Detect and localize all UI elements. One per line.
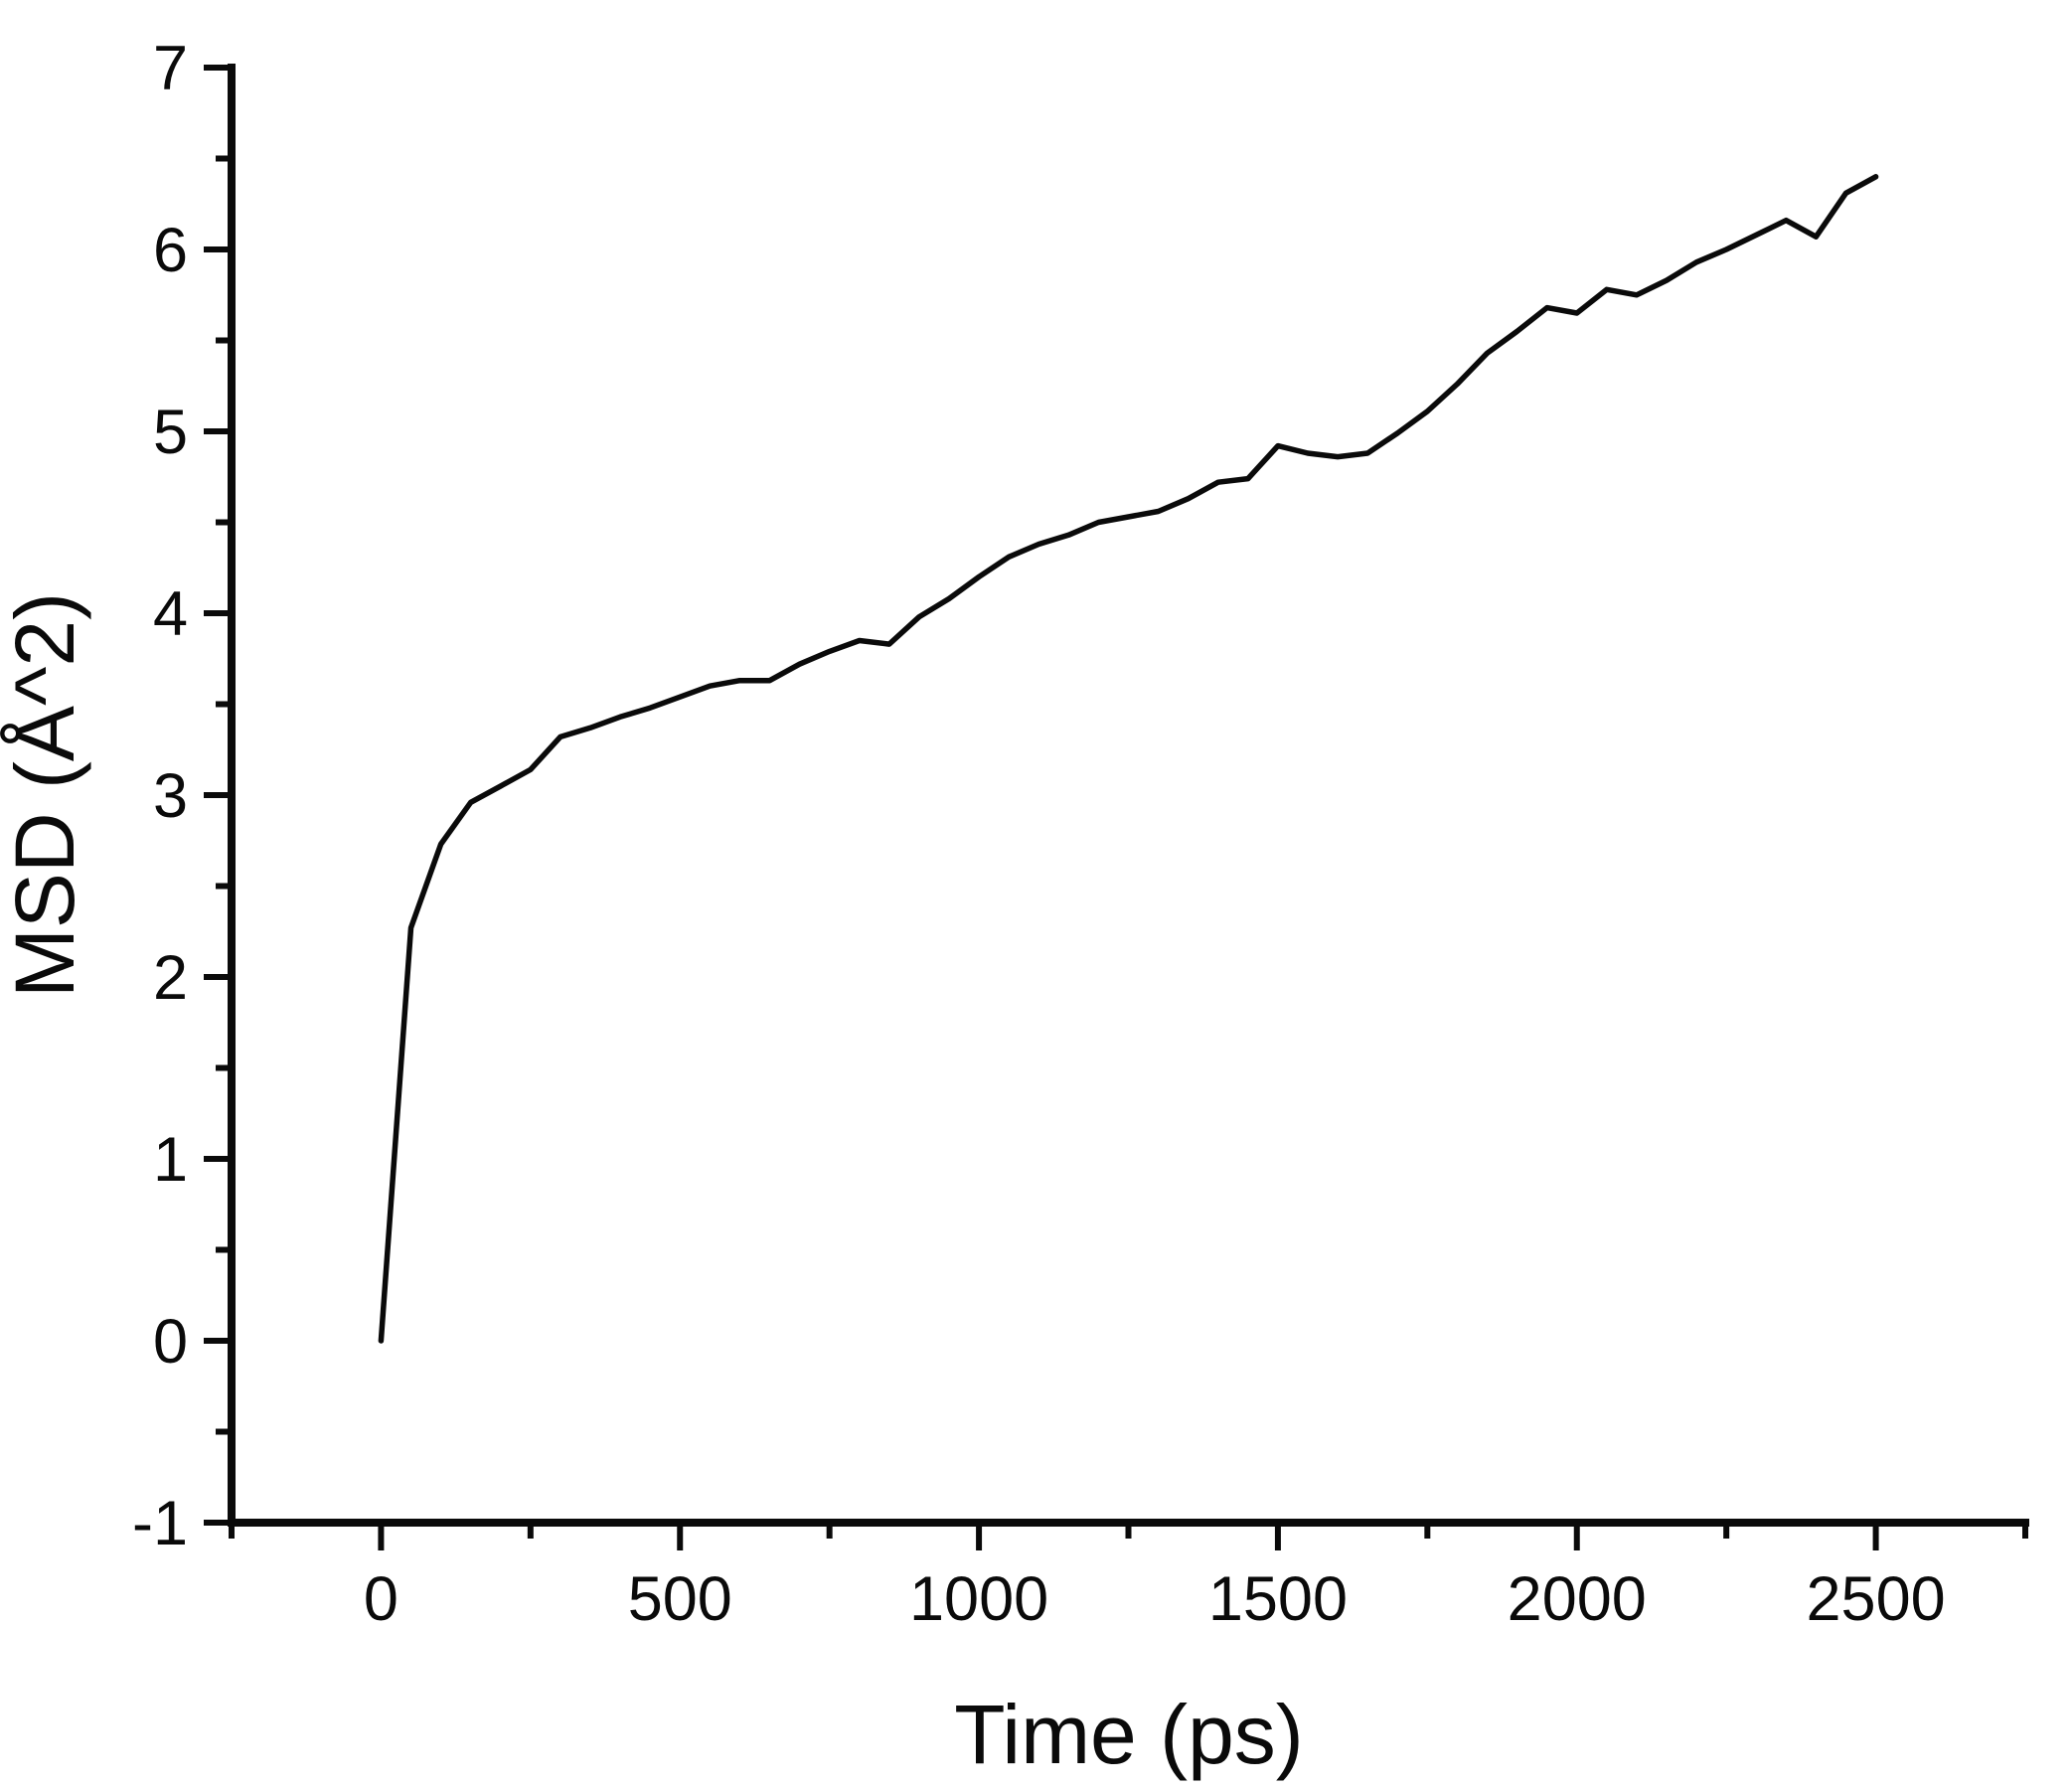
x-tick-label: 500 [628, 1564, 732, 1634]
msd-data-line [378, 174, 1879, 1344]
x-tick-label: 1000 [909, 1564, 1048, 1634]
axes [228, 64, 2029, 1527]
y-tick-label: 3 [153, 761, 188, 831]
axis-tick-labels: 0 500 1000 1500 2000 2500 -1 0 1 2 3 4 5 6 7 [132, 34, 1946, 1634]
axis-ticks [204, 65, 2028, 1550]
y-tick-label: 5 [153, 398, 188, 467]
y-tick-label: 0 [153, 1307, 188, 1377]
y-tick-label: -1 [132, 1489, 188, 1558]
y-tick-label: 2 [153, 943, 188, 1013]
y-tick-label: 7 [153, 34, 188, 103]
x-tick-label: 1500 [1208, 1564, 1348, 1634]
x-axis-title: Time (ps) [954, 1688, 1304, 1781]
x-tick-label: 2000 [1508, 1564, 1647, 1634]
y-tick-label: 1 [153, 1125, 188, 1195]
y-tick-label: 6 [153, 216, 188, 285]
y-axis-title: MSD (Å^2) [0, 592, 91, 998]
data-line-layer [378, 174, 1879, 1344]
x-tick-label: 2500 [1807, 1564, 1946, 1634]
x-tick-label: 0 [364, 1564, 398, 1634]
y-tick-label: 4 [153, 579, 188, 649]
